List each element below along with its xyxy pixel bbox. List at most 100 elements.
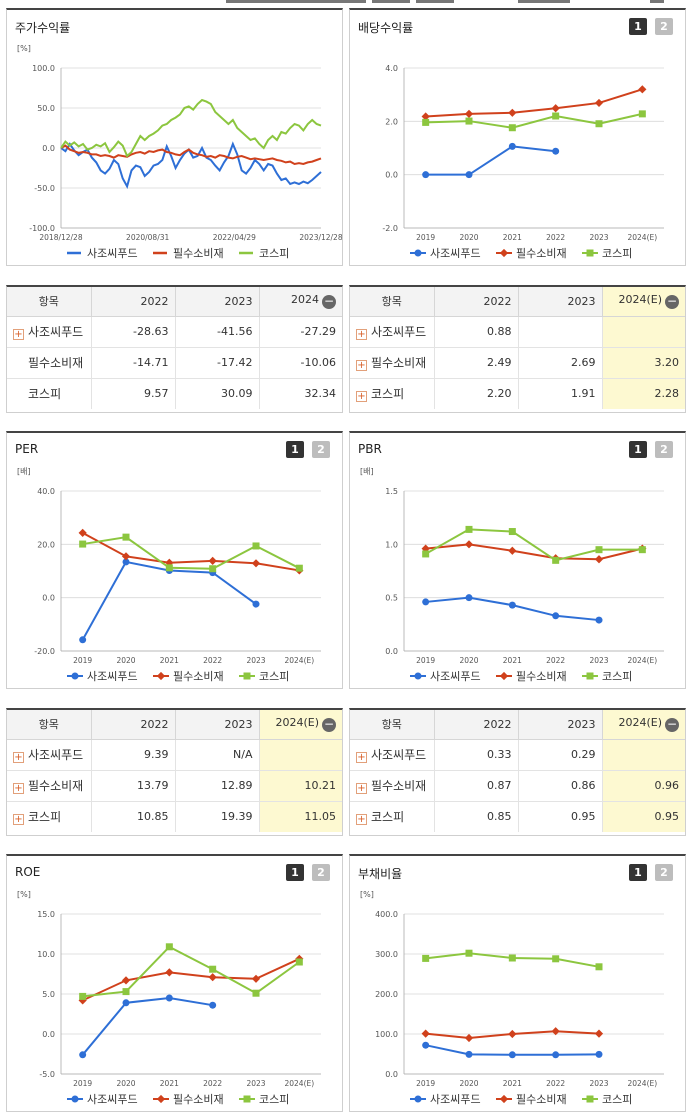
legend-item[interactable]: 사조씨푸드 [67, 247, 138, 260]
data-point[interactable] [165, 564, 173, 572]
data-point[interactable] [421, 1029, 430, 1038]
legend-item[interactable]: 필수소비재 [496, 1093, 567, 1106]
data-point[interactable] [422, 171, 430, 179]
expand-plus-icon[interactable]: + [13, 814, 24, 826]
data-point[interactable] [252, 542, 260, 550]
data-point[interactable] [251, 974, 261, 983]
data-point[interactable] [552, 556, 560, 564]
data-point[interactable] [638, 85, 647, 94]
expand-plus-icon[interactable]: + [356, 814, 367, 826]
period-toggle-1-button[interactable]: 1 [629, 441, 647, 458]
data-point[interactable] [508, 954, 516, 962]
data-point[interactable] [464, 540, 474, 549]
data-point[interactable] [79, 1051, 87, 1059]
period-toggle-2-button[interactable]: 2 [655, 18, 673, 35]
data-point[interactable] [122, 999, 130, 1007]
period-toggle-2-button[interactable]: 2 [655, 441, 673, 458]
expand-plus-icon[interactable]: + [13, 783, 24, 794]
data-point[interactable] [122, 558, 130, 566]
minus-icon[interactable]: − [665, 717, 679, 733]
data-point[interactable] [79, 636, 87, 644]
expand-plus-icon[interactable]: + [13, 329, 24, 340]
data-point[interactable] [551, 104, 560, 113]
data-point[interactable] [595, 120, 603, 128]
data-point[interactable] [209, 565, 217, 573]
data-point[interactable] [422, 1041, 430, 1049]
data-point[interactable] [508, 124, 516, 132]
minus-icon[interactable]: − [322, 717, 336, 733]
data-point[interactable] [508, 142, 516, 150]
expand-plus-icon[interactable]: + [356, 360, 367, 371]
data-point[interactable] [465, 1050, 473, 1058]
legend-item[interactable]: 필수소비재 [153, 247, 224, 260]
data-point[interactable] [595, 1050, 603, 1058]
legend-item[interactable]: 코스피 [582, 247, 632, 260]
data-point[interactable] [508, 108, 517, 117]
period-toggle-1-button[interactable]: 1 [629, 18, 647, 35]
data-point[interactable] [121, 976, 131, 985]
expand-plus-icon[interactable]: + [356, 752, 367, 763]
period-toggle-1-button[interactable]: 1 [286, 864, 304, 881]
legend-item[interactable]: 사조씨푸드 [410, 247, 481, 260]
data-point[interactable] [594, 98, 604, 108]
data-point[interactable] [552, 612, 560, 620]
data-point[interactable] [552, 112, 560, 120]
data-point[interactable] [594, 1029, 604, 1038]
data-point[interactable] [165, 943, 173, 951]
legend-item[interactable]: 필수소비재 [496, 670, 567, 683]
data-point[interactable] [465, 117, 473, 125]
data-point[interactable] [208, 973, 217, 982]
data-point[interactable] [551, 1027, 560, 1036]
minus-icon[interactable]: − [322, 294, 336, 310]
legend-item[interactable]: 코스피 [582, 670, 632, 683]
data-point[interactable] [165, 968, 174, 977]
data-point[interactable] [251, 559, 261, 568]
data-point[interactable] [464, 1033, 474, 1043]
data-point[interactable] [508, 546, 517, 555]
period-toggle-1-button[interactable]: 1 [286, 441, 304, 458]
data-point[interactable] [595, 963, 603, 971]
data-point[interactable] [422, 598, 430, 606]
legend-item[interactable]: 사조씨푸드 [410, 1093, 481, 1106]
data-point[interactable] [79, 992, 87, 1000]
legend-item[interactable]: 코스피 [239, 1093, 289, 1106]
data-point[interactable] [78, 528, 87, 537]
data-point[interactable] [252, 600, 260, 608]
expand-plus-icon[interactable]: + [356, 329, 367, 340]
data-point[interactable] [252, 989, 260, 997]
data-point[interactable] [165, 994, 173, 1002]
data-point[interactable] [295, 958, 303, 966]
data-point[interactable] [464, 109, 474, 118]
data-point[interactable] [595, 616, 603, 624]
minus-icon[interactable]: − [665, 294, 679, 310]
data-point[interactable] [508, 528, 516, 536]
expand-plus-icon[interactable]: + [13, 752, 24, 763]
data-point[interactable] [594, 555, 604, 564]
legend-item[interactable]: 사조씨푸드 [67, 1093, 138, 1106]
data-point[interactable] [121, 552, 131, 561]
data-point[interactable] [508, 1051, 516, 1059]
expand-plus-icon[interactable]: + [356, 391, 367, 403]
data-point[interactable] [422, 954, 430, 962]
data-point[interactable] [552, 147, 560, 155]
data-point[interactable] [508, 601, 516, 609]
data-point[interactable] [295, 564, 303, 572]
data-point[interactable] [422, 550, 430, 558]
data-point[interactable] [122, 533, 130, 541]
data-point[interactable] [209, 965, 217, 973]
data-point[interactable] [422, 118, 430, 126]
data-point[interactable] [552, 955, 560, 963]
data-point[interactable] [122, 988, 130, 996]
data-point[interactable] [465, 594, 473, 602]
expand-plus-icon[interactable]: + [356, 783, 367, 794]
legend-item[interactable]: 필수소비재 [496, 247, 567, 260]
data-point[interactable] [79, 540, 87, 548]
data-point[interactable] [638, 546, 646, 554]
period-toggle-2-button[interactable]: 2 [312, 864, 330, 881]
period-toggle-2-button[interactable]: 2 [655, 864, 673, 881]
data-point[interactable] [595, 546, 603, 554]
data-point[interactable] [508, 1029, 517, 1039]
legend-item[interactable]: 필수소비재 [153, 1093, 224, 1106]
data-point[interactable] [208, 556, 217, 565]
data-point[interactable] [465, 525, 473, 533]
